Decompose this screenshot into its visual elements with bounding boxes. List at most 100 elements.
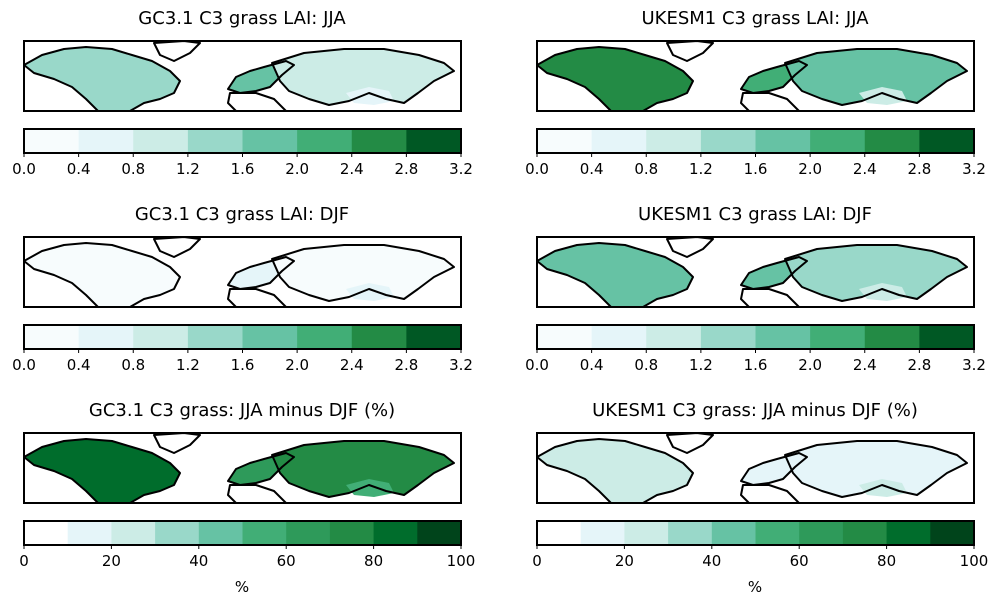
colorbar-frame <box>536 520 975 546</box>
coastline-greenland <box>666 433 714 454</box>
colorbar-swatch <box>930 521 975 545</box>
colorbar-swatch <box>580 521 625 545</box>
colorbar-tick-label: 100 <box>960 552 989 570</box>
colorbar-swatch <box>417 521 462 545</box>
colorbar-swatch <box>155 521 200 545</box>
panel-title-gc31-djf: GC3.1 C3 grass LAI: DJF <box>134 204 350 225</box>
region-tibet <box>346 479 394 497</box>
region-tibet <box>346 283 394 301</box>
map-frame <box>536 40 975 112</box>
colorbar-tick-label: 0.4 <box>580 356 604 374</box>
map-frame <box>536 432 975 504</box>
colorbar-swatch <box>919 325 975 349</box>
colorbar-tick-label: 40 <box>189 552 208 570</box>
colorbar-swatch <box>78 325 134 349</box>
coastline-asia <box>271 440 455 498</box>
colorbar-swatch <box>842 521 888 545</box>
region-greenland <box>667 41 713 61</box>
region-north-america <box>24 243 180 307</box>
colorbar-swatch <box>24 521 69 545</box>
panel-title-ukesm1-jja: UKESM1 C3 grass LAI: JJA <box>641 8 869 29</box>
map-gc31-jja <box>23 40 462 112</box>
colorbar-swatch <box>297 325 353 349</box>
colorbar-tick-label: 3.2 <box>449 356 473 374</box>
colorbar-swatch <box>810 325 866 349</box>
colorbar-tick-label: 2.0 <box>285 160 309 178</box>
region-greenland <box>667 237 713 257</box>
colorbar-tick-label: 0.4 <box>580 160 604 178</box>
region-north-africa <box>228 485 286 503</box>
coastline-greenland <box>666 41 714 62</box>
colorbar-swatch <box>133 129 189 153</box>
colorbar-swatch <box>591 129 647 153</box>
colorbar-swatch <box>198 521 243 545</box>
colorbar-swatch <box>286 521 331 545</box>
colorbar-gc31-diff: 0 20 40 60 80 100 <box>19 520 476 570</box>
region-north-africa <box>741 289 799 307</box>
coastline-africa <box>740 92 800 111</box>
colorbar-tick-label: 20 <box>102 552 121 570</box>
coastline-asia <box>784 440 968 498</box>
colorbar-tick-label: 2.0 <box>798 356 822 374</box>
colorbar-swatch <box>700 325 756 349</box>
colorbar-tick-label: 0.8 <box>634 356 658 374</box>
colorbar-swatch <box>755 325 811 349</box>
colorbar-tick-label: 100 <box>447 552 476 570</box>
coastline-africa <box>740 288 800 307</box>
region-tibet <box>346 87 394 105</box>
colorbar-tick-label: 0.4 <box>67 356 91 374</box>
colorbar-tick-label: 0.0 <box>525 356 549 374</box>
colorbar-tick-label: 3.2 <box>962 356 986 374</box>
colorbar-tick-label: 2.4 <box>340 160 364 178</box>
region-asia <box>272 441 454 497</box>
colorbar-swatch <box>242 521 287 545</box>
colorbar-tick-label: 0 <box>19 552 29 570</box>
colorbar-tick-label: 40 <box>702 552 721 570</box>
colorbar-tick-label: 2.4 <box>853 356 877 374</box>
colorbar-ukesm1-jja: 0.0 0.4 0.8 1.2 1.6 2.0 2.4 2.8 3.2 <box>525 128 986 178</box>
colorbar-gc31-djf: 0.0 0.4 0.8 1.2 1.6 2.0 2.4 2.8 3.2 <box>12 324 473 374</box>
region-north-america <box>537 439 693 503</box>
colorbar-swatch <box>886 521 931 545</box>
coastline-na <box>537 46 694 111</box>
colorbar-swatch <box>624 521 669 545</box>
colorbar-tick-label: 0.0 <box>12 356 36 374</box>
map-ukesm1-diff <box>536 432 975 504</box>
colorbar-swatch <box>24 129 80 153</box>
colorbar-tick-label: 2.8 <box>907 356 931 374</box>
colorbar-tick-label: 2.0 <box>285 356 309 374</box>
colorbar-tick-label: 60 <box>277 552 296 570</box>
coastline-asia <box>784 48 968 106</box>
coastlines <box>24 41 455 111</box>
colorbar-swatch <box>297 129 353 153</box>
region-north-africa <box>741 93 799 111</box>
coastline-europe <box>227 452 295 486</box>
region-asia <box>785 245 967 301</box>
colorbar-swatch <box>537 325 593 349</box>
colorbar-tick-label: 20 <box>615 552 634 570</box>
colorbar-tick-label: 2.8 <box>394 356 418 374</box>
colorbar-tick-label: 1.6 <box>744 356 768 374</box>
colorbar-swatch <box>864 325 920 349</box>
coastline-na <box>537 438 694 503</box>
colorbar-tick-label: 2.8 <box>394 160 418 178</box>
colorbar-tick-label: 0.0 <box>12 160 36 178</box>
region-greenland <box>154 433 200 453</box>
colorbar-ukesm1-diff: 0 20 40 60 80 100 <box>532 520 989 570</box>
region-north-africa <box>228 289 286 307</box>
coastlines <box>537 237 968 307</box>
region-north-africa <box>741 485 799 503</box>
panel-title-gc31-jja: GC3.1 C3 grass LAI: JJA <box>138 8 346 29</box>
coastline-greenland <box>153 41 201 62</box>
colorbar-swatch <box>351 325 407 349</box>
region-asia <box>785 441 967 497</box>
coastline-asia <box>271 244 455 302</box>
region-greenland <box>154 41 200 61</box>
colorbar-swatch <box>373 521 418 545</box>
colorbar-units-ukesm1-diff: % <box>747 578 763 596</box>
colorbar-tick-label: 0.8 <box>634 160 658 178</box>
colorbar-swatch <box>406 325 462 349</box>
colorbar-swatch <box>864 129 920 153</box>
colorbar-tick-label: 0.8 <box>121 356 145 374</box>
